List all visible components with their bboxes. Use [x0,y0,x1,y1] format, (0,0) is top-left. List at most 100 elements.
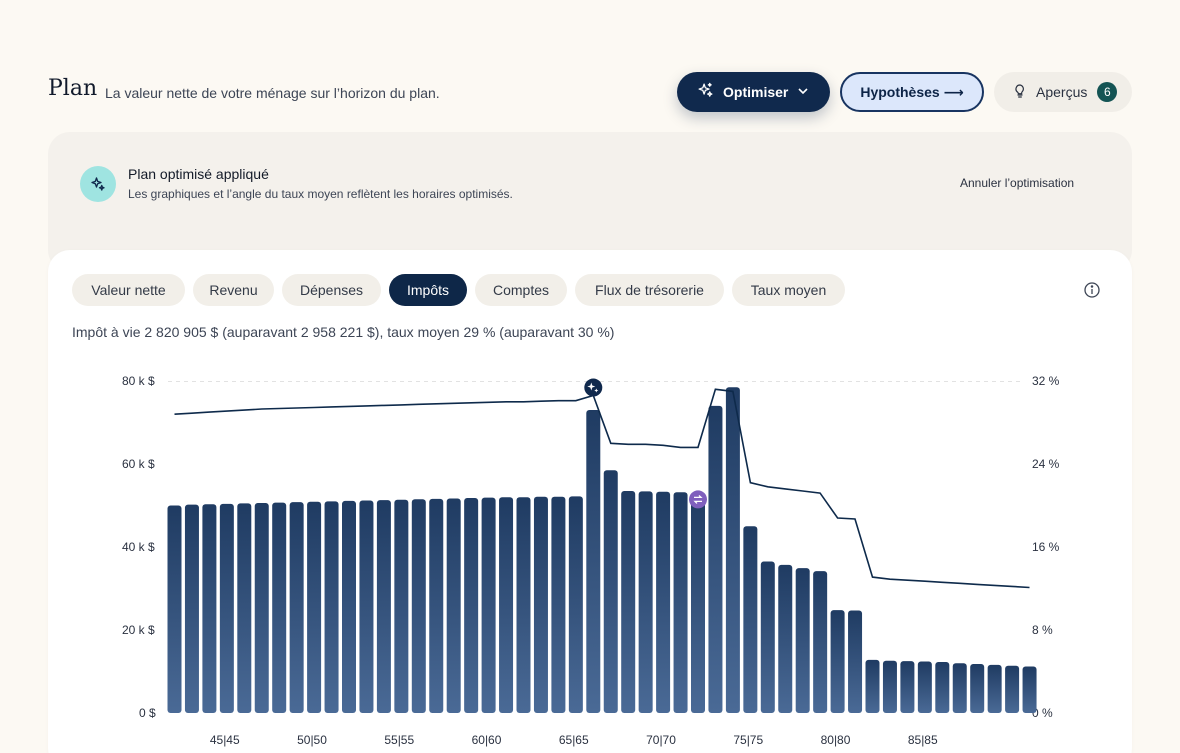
tax-bar[interactable] [219,503,234,713]
y-axis-right-tick: 16 % [1032,540,1060,554]
hypotheses-button[interactable]: Hypothèses ⟶ [840,72,984,112]
chart-markers [584,378,707,509]
tax-bar[interactable] [533,496,548,713]
tax-bar[interactable] [830,610,845,713]
y-axis-right-tick: 8 % [1032,623,1053,637]
tax-bar[interactable] [900,661,915,713]
page-title: Plan [48,76,98,101]
tax-bar[interactable] [289,502,304,713]
x-axis-tick-label: 50|50 [297,733,327,747]
tax-bar[interactable] [342,500,356,713]
tax-bar[interactable] [568,496,583,713]
x-axis-tick-label: 60|60 [471,733,502,747]
tax-bar[interactable] [882,660,897,713]
y-axis-left-tick: 20 k $ [122,623,155,637]
x-axis-tick-label: 75|75 [733,733,764,747]
x-axis-tick-label: 70|70 [646,733,676,747]
y-axis-right-tick: 0 % [1032,706,1053,720]
insights-count-badge: 6 [1097,82,1118,102]
y-axis-left-tick: 40 k $ [122,540,155,554]
sparkle-icon [80,166,116,202]
tax-bar[interactable] [411,499,426,713]
tax-bar[interactable] [673,492,688,713]
tax-bar[interactable] [725,387,740,713]
bar-series [167,387,1037,714]
tax-bar[interactable] [429,498,444,713]
tax-bar[interactable] [603,470,618,713]
tax-bar[interactable] [813,571,828,713]
tax-bar[interactable] [376,500,391,713]
y-axis-left-tick: 80 k $ [122,374,155,388]
tab-taux-moyen[interactable]: Taux moyen [732,274,845,306]
x-axis-tick-label: 55|55 [384,733,415,747]
lightbulb-icon [1012,83,1028,102]
tax-bar[interactable] [446,498,461,713]
banner-text: Les graphiques et l’angle du taux moyen … [128,187,513,201]
tax-bar[interactable] [499,497,514,713]
tab-valeur-nette[interactable]: Valeur nette [72,274,185,306]
y-axis-left-tick: 0 $ [139,706,156,720]
average-rate-line [174,388,1030,589]
tax-bar[interactable] [987,664,1002,713]
tax-bar[interactable] [307,501,322,713]
optimize-button[interactable]: Optimiser [677,72,830,112]
insights-label: Aperçus [1036,84,1088,100]
tax-bar[interactable] [167,505,182,714]
tax-bar[interactable] [1005,665,1020,713]
tax-bar[interactable] [586,410,601,713]
hypotheses-label: Hypothèses ⟶ [860,83,964,100]
y-axis-left-tick: 60 k $ [122,457,155,471]
page-subtitle: La valeur nette de votre ménage sur l’ho… [105,85,440,101]
tax-bar[interactable] [324,501,339,713]
tax-bar[interactable] [184,504,199,713]
x-axis-tick-label: 45|45 [209,733,240,747]
tax-bar[interactable] [656,491,671,713]
tax-bar[interactable] [917,661,932,713]
tax-bar[interactable] [952,663,967,713]
tax-bar[interactable] [481,497,496,713]
tax-bar[interactable] [1022,666,1037,713]
optimization-banner [48,132,1132,272]
tax-bar[interactable] [621,490,636,713]
swap-icon[interactable] [689,490,707,509]
tax-bar[interactable] [970,664,985,713]
cancel-optimization-link[interactable]: Annuler l’optimisation [960,176,1075,190]
tax-bar[interactable] [551,496,566,713]
chevron-down-icon [797,84,809,100]
optimize-label: Optimiser [723,84,789,100]
tax-bar[interactable] [237,503,252,713]
tax-bar[interactable] [778,564,793,713]
x-axis-tick-label: 80|80 [820,733,851,747]
tax-bar[interactable] [865,659,880,713]
tax-bar[interactable] [394,499,409,713]
y-axis-right-tick: 24 % [1032,457,1060,471]
tax-bar[interactable] [254,503,269,713]
x-axis-tick-label: 85|85 [907,733,938,747]
info-icon[interactable] [1083,281,1101,299]
tax-bar[interactable] [464,498,479,713]
banner-title: Plan optimisé appliqué [128,166,269,182]
tab-comptes[interactable]: Comptes [475,274,567,306]
x-axis-tick-label: 65|65 [558,733,589,747]
tax-bar[interactable] [359,500,374,713]
tax-bar[interactable] [708,405,723,713]
tab-depenses[interactable]: Dépenses [282,274,381,306]
sparkle-icon [697,82,714,102]
tax-bar[interactable] [848,610,863,713]
tax-bar[interactable] [272,502,287,713]
tax-bar[interactable] [743,526,758,713]
tab-flux-de-tresorerie[interactable]: Flux de trésorerie [575,274,724,306]
tax-bar[interactable] [760,561,775,713]
tax-bar[interactable] [935,661,950,713]
tax-bar[interactable] [202,504,217,713]
tab-impots[interactable]: Impôts [389,274,467,306]
sparkle-icon[interactable] [584,378,603,397]
tax-bar[interactable] [691,492,705,713]
tax-bar[interactable] [516,497,531,713]
tax-bar[interactable] [795,568,810,713]
tax-summary: Impôt à vie 2 820 905 $ (auparavant 2 95… [72,324,615,340]
tab-revenu[interactable]: Revenu [193,274,274,306]
insights-button[interactable]: Aperçus 6 [994,72,1132,112]
tax-bar[interactable] [638,491,653,713]
